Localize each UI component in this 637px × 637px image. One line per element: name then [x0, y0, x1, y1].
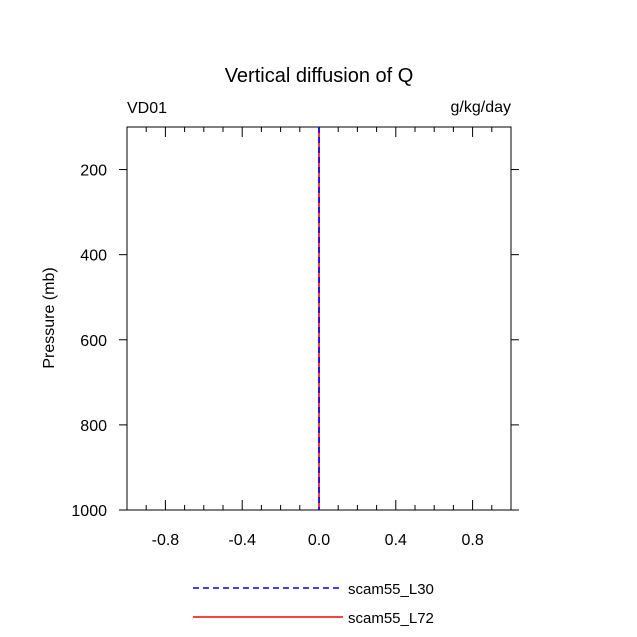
legend-label: scam55_L30: [348, 581, 434, 598]
legend-label: scam55_L72: [348, 610, 434, 627]
y-tick-label: 600: [80, 333, 107, 350]
chart-units-label: g/kg/day: [451, 99, 511, 116]
x-tick-label: 0.0: [308, 532, 330, 549]
x-tick-label: -0.4: [228, 532, 256, 549]
x-tick-label: 0.4: [385, 532, 407, 549]
y-tick-label: 1000: [71, 503, 107, 520]
chart-left-label: VD01: [127, 100, 167, 117]
y-tick-label: 200: [80, 163, 107, 180]
x-major-ticks: -0.8 -0.4 0.0 0.4 0.8: [152, 127, 484, 549]
y-major-ticks: 200 400 600 800 1000: [71, 163, 519, 520]
y-tick-label: 400: [80, 248, 107, 265]
legend: scam55_L30 scam55_L72: [193, 581, 434, 627]
chart-title: Vertical diffusion of Q: [225, 65, 414, 87]
x-minor-ticks: [126, 127, 512, 510]
y-axis-label: Pressure (mb): [41, 267, 58, 368]
x-tick-label: 0.8: [461, 532, 483, 549]
x-tick-label: -0.8: [152, 532, 180, 549]
y-tick-label: 800: [80, 418, 107, 435]
